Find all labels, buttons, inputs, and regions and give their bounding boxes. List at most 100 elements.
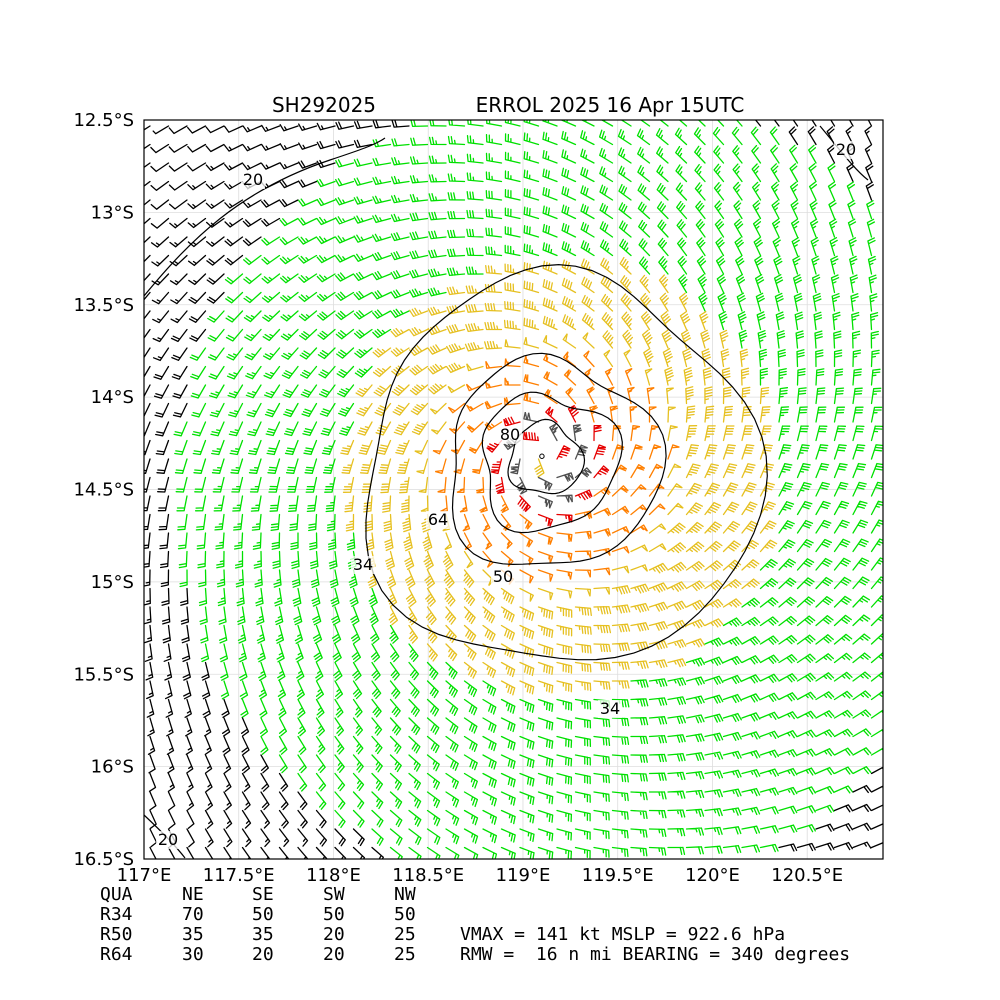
wind-barb [267, 458, 281, 474]
wind-barb [416, 458, 429, 475]
wind-barb [475, 476, 485, 494]
wind-barb [741, 693, 761, 703]
wind-barb [187, 199, 207, 210]
wind-barb [445, 772, 459, 790]
wind-barb [630, 484, 647, 497]
wind-barb [848, 120, 854, 127]
wind-barb [210, 421, 225, 437]
wind-barb [260, 828, 271, 848]
wind-barb [485, 190, 503, 201]
wind-barb [830, 274, 840, 294]
wind-barb [466, 402, 484, 412]
wind-barb [378, 458, 392, 474]
wind-barb [759, 768, 779, 777]
wind-barb [262, 328, 281, 342]
wind-barb [630, 698, 649, 707]
wind-barb [611, 623, 631, 633]
wind-barb [852, 803, 872, 813]
wind-barb [174, 439, 188, 456]
wind-barb [500, 643, 516, 659]
wind-barb [852, 614, 871, 627]
wind-barb [561, 204, 577, 220]
wind-barb [542, 186, 558, 201]
wind-barb [341, 458, 355, 474]
wind-barb [648, 582, 669, 593]
wind-barb [504, 133, 521, 146]
wind-barb [519, 680, 535, 695]
wind-barb [629, 406, 638, 423]
wind-barb [291, 550, 300, 570]
wind-barb [409, 384, 429, 396]
wind-barb [714, 218, 725, 238]
wind-barb [355, 384, 373, 398]
wind-barb [204, 791, 214, 811]
wind-barb [170, 291, 188, 305]
wind-barb [389, 643, 400, 663]
wind-barb [204, 735, 212, 756]
wind-barb [722, 386, 732, 405]
wind-barb [423, 550, 434, 571]
wind-barb [778, 692, 798, 702]
wind-barb [353, 215, 373, 224]
radii-cell: 70 [182, 904, 204, 925]
wind-barb [352, 735, 364, 755]
wind-barb [537, 661, 554, 675]
wind-barb [753, 237, 763, 257]
wind-barb [602, 330, 614, 349]
wind-barb [168, 199, 188, 210]
wind-barb [298, 142, 318, 150]
wind-barb [315, 661, 324, 681]
wind-barb [444, 587, 456, 607]
wind-barb [364, 513, 374, 532]
wind-barb [722, 405, 734, 423]
wind-barb [289, 513, 299, 532]
wind-barb [408, 809, 422, 827]
wind-barb [776, 330, 786, 349]
wind-barb [574, 680, 592, 692]
wind-barb [704, 770, 724, 779]
wind-barb [223, 809, 233, 829]
wind-barb [485, 152, 503, 164]
wind-barb [759, 501, 776, 516]
wind-barb [519, 772, 535, 787]
wind-barb [462, 513, 471, 532]
wind-barb [556, 717, 573, 730]
wind-barb [479, 495, 488, 513]
wind-barb [409, 175, 429, 184]
wind-barb [545, 406, 558, 423]
wind-barb [299, 328, 318, 341]
wind-barb [390, 308, 410, 318]
x-tick-label: 117.5°E [203, 865, 275, 886]
wind-radii-table: QUA NE SE SW NW R34 70 50 50 50 R50 35 3… [100, 884, 850, 965]
wind-barb [517, 495, 531, 513]
wind-barb [582, 332, 595, 349]
wind-barb [604, 367, 614, 386]
wind-barb [327, 532, 337, 551]
wind-barb [260, 735, 269, 755]
wind-barb [220, 661, 229, 681]
wind-barb [741, 482, 757, 497]
wind-barb [150, 143, 170, 154]
wind-barb [657, 237, 669, 257]
wind-barb [500, 698, 516, 714]
wind-barb [187, 217, 207, 229]
wind-barb [704, 637, 724, 647]
wind-barb [722, 617, 742, 627]
wind-barb [504, 207, 521, 220]
wind-barb [870, 349, 880, 368]
wind-barb [177, 513, 188, 531]
wind-barb [667, 425, 678, 442]
wind-barb [704, 560, 723, 572]
wind-barb [658, 274, 669, 294]
wind-barb [316, 236, 336, 245]
wind-barb [611, 809, 629, 820]
wind-barb [523, 262, 540, 275]
wind-barb [556, 754, 573, 767]
wind-barb [279, 199, 299, 208]
wind-barb [683, 367, 693, 386]
wind-barb [593, 754, 611, 765]
wind-barb [523, 206, 540, 220]
wind-barb [685, 714, 705, 724]
wind-barb [389, 735, 402, 754]
wind-barb [169, 273, 188, 286]
